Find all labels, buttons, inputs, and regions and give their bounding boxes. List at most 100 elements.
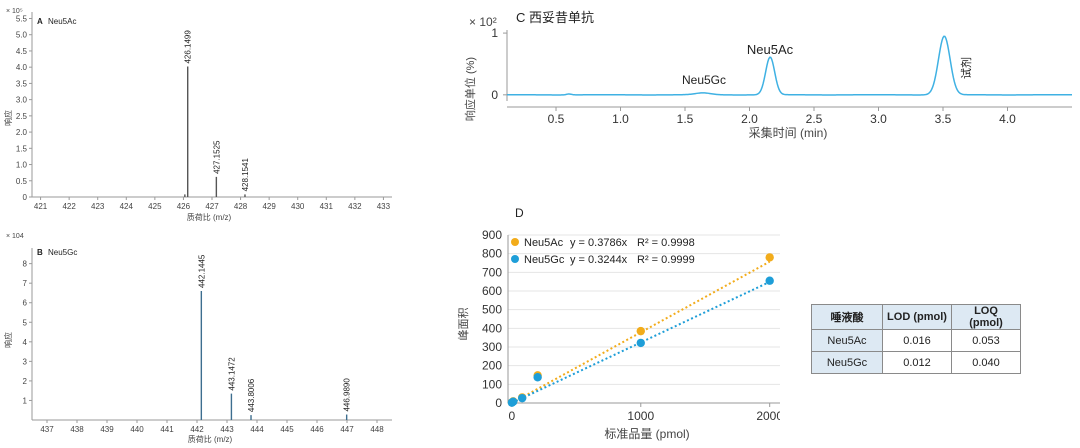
legend-equation: y = 0.3786x bbox=[570, 237, 628, 249]
y-tick-label: 400 bbox=[482, 321, 502, 335]
table-cell: 0.012 bbox=[882, 351, 952, 374]
x-tick-label: 428 bbox=[234, 202, 248, 211]
y-tick-label: 1 bbox=[23, 396, 28, 405]
x-tick-label: 1.5 bbox=[677, 112, 694, 126]
x-tick-label: 446 bbox=[310, 425, 324, 434]
x-tick-label: 429 bbox=[262, 202, 276, 211]
y-tick-label: 1.0 bbox=[16, 161, 28, 170]
x-tick-label: 4.0 bbox=[999, 112, 1016, 126]
legend-series-name: Neu5Gc bbox=[524, 254, 565, 266]
y-axis-label: 响应 bbox=[3, 110, 13, 126]
legend-equation: y = 0.3244x bbox=[570, 254, 628, 266]
y-tick-label: 500 bbox=[482, 303, 502, 317]
peak-label: 428.1541 bbox=[241, 157, 250, 191]
legend-r-squared: R² = 0.9998 bbox=[637, 237, 695, 249]
x-axis-label: 标准品量 (pmol) bbox=[604, 427, 689, 441]
y-tick-label: 200 bbox=[482, 359, 502, 373]
y-tick-label: 100 bbox=[482, 377, 502, 391]
x-tick-label: 442 bbox=[190, 425, 204, 434]
table-header: LOQ (pmol) bbox=[951, 304, 1021, 330]
chromatogram-trace bbox=[506, 35, 1072, 96]
y-tick-label: 2 bbox=[23, 377, 28, 386]
data-point bbox=[508, 397, 518, 406]
panel-name: Neu5Gc bbox=[48, 248, 77, 257]
y-tick-label: 1 bbox=[491, 26, 498, 40]
peak-label: 446.9890 bbox=[343, 378, 352, 412]
y-tick-label: 2.0 bbox=[16, 128, 28, 137]
x-tick-label: 0 bbox=[509, 409, 516, 423]
data-point bbox=[765, 276, 774, 285]
y-tick-label: 0 bbox=[495, 396, 502, 410]
table-header-row: 唾液酸 LOD (pmol) LOQ (pmol) bbox=[811, 304, 1021, 330]
table-cell: 0.040 bbox=[951, 351, 1021, 374]
table-row: Neu5Ac 0.016 0.053 bbox=[811, 329, 1021, 352]
legend-marker bbox=[511, 238, 519, 246]
x-tick-label: 438 bbox=[70, 425, 84, 434]
panel-name: Neu5Ac bbox=[48, 17, 76, 26]
peak-label: 442.1445 bbox=[197, 254, 206, 288]
peak-label-neu5ac: Neu5Ac bbox=[747, 42, 794, 57]
peak-label-neu5gc: Neu5Gc bbox=[682, 73, 726, 87]
x-tick-label: 1.0 bbox=[612, 112, 629, 126]
y-tick-label: 4.5 bbox=[16, 47, 28, 56]
legend-r-squared: R² = 0.9999 bbox=[637, 254, 695, 266]
chromatogram-chart: × 10² C 西妥昔单抗 响应单位 (%) 采集时间 (min) Neu5Gc… bbox=[463, 10, 1072, 140]
table-header: 唾液酸 bbox=[811, 304, 883, 330]
panel-letter: D bbox=[515, 206, 524, 220]
peak-label: 443.8006 bbox=[247, 378, 256, 412]
x-tick-label: 431 bbox=[320, 202, 334, 211]
x-tick-label: 421 bbox=[34, 202, 48, 211]
ms-chart-neu5ac: × 10⁵ A Neu5Ac 响应 质荷比 (m/z) 421 422 423 424… bbox=[3, 8, 392, 222]
y-tick-label: 1.5 bbox=[16, 144, 28, 153]
y-tick-label: 4 bbox=[23, 338, 28, 347]
y-tick-label: 600 bbox=[482, 284, 502, 298]
x-tick-label: 1000 bbox=[627, 409, 654, 423]
exponent-label: × 104 bbox=[6, 233, 24, 240]
table-cell: Neu5Gc bbox=[811, 351, 883, 374]
x-tick-label: 3.5 bbox=[935, 112, 952, 126]
x-tick-label: 2000 bbox=[756, 409, 780, 423]
lod-loq-table: 唾液酸 LOD (pmol) LOQ (pmol) Neu5Ac 0.016 0… bbox=[811, 304, 1021, 374]
x-tick-label: 432 bbox=[348, 202, 362, 211]
x-axis-label: 质荷比 (m/z) bbox=[188, 434, 233, 444]
x-tick-label: 2.5 bbox=[806, 112, 823, 126]
calibration-chart: D 峰面积 标准品量 (pmol) 0 100 200 300 400 500 600 700… bbox=[457, 206, 780, 441]
x-tick-label: 444 bbox=[250, 425, 264, 434]
y-tick-label: 2.5 bbox=[16, 112, 28, 121]
y-tick-label: 4.0 bbox=[16, 63, 28, 72]
peak-label: 443.1472 bbox=[227, 357, 236, 391]
exponent-label: × 10² bbox=[469, 15, 497, 29]
x-tick-label: 423 bbox=[91, 202, 105, 211]
ms-chart-neu5gc: × 104 B Neu5Gc 响应 质荷比 (m/z) 437 438 439 440… bbox=[3, 233, 392, 444]
x-tick-label: 424 bbox=[120, 202, 134, 211]
x-tick-label: 426 bbox=[177, 202, 191, 211]
y-axis-label: 峰面积 bbox=[457, 308, 470, 341]
data-point bbox=[636, 338, 645, 348]
ms-a-axes: 421 422 423 424 425 426 427 428 429 430 431 432 433 0… bbox=[16, 12, 392, 211]
y-axis-label: 响应单位 (%) bbox=[463, 57, 477, 121]
y-tick-label: 0.5 bbox=[16, 177, 28, 186]
y-tick-label: 0 bbox=[23, 193, 28, 202]
y-tick-label: 800 bbox=[482, 247, 502, 261]
y-tick-label: 5.5 bbox=[16, 14, 28, 23]
x-tick-label: 425 bbox=[148, 202, 162, 211]
y-tick-label: 0 bbox=[491, 88, 498, 102]
table-cell: 0.016 bbox=[882, 329, 952, 352]
x-tick-label: 443 bbox=[220, 425, 234, 434]
chromatogram-plot: 0 1 0.5 1.0 1.5 2.0 2.5 3.0 3.5 4.0 bbox=[491, 26, 1072, 126]
y-tick-label: 3.5 bbox=[16, 79, 28, 88]
y-axis-label: 响应 bbox=[3, 332, 13, 348]
calibration-plot: 0 100 200 300 400 500 600 700 800 900 0 1000 2000 Neu… bbox=[482, 228, 780, 423]
x-tick-label: 2.0 bbox=[741, 112, 758, 126]
data-point bbox=[533, 373, 542, 382]
x-tick-label: 430 bbox=[291, 202, 305, 211]
data-point bbox=[636, 326, 645, 336]
peak-label-reagent: 试剂 bbox=[959, 57, 973, 79]
exponent-label: × 10⁵ bbox=[6, 8, 23, 15]
ms-b-axes: 437 438 439 440 441 442 443 444 445 446 447 448 1 2 3 4… bbox=[23, 248, 392, 434]
y-tick-label: 5 bbox=[23, 318, 28, 327]
y-tick-label: 8 bbox=[23, 260, 28, 269]
x-axis-label: 质荷比 (m/z) bbox=[187, 212, 232, 222]
x-tick-label: 422 bbox=[62, 202, 76, 211]
y-tick-label: 900 bbox=[482, 228, 502, 242]
